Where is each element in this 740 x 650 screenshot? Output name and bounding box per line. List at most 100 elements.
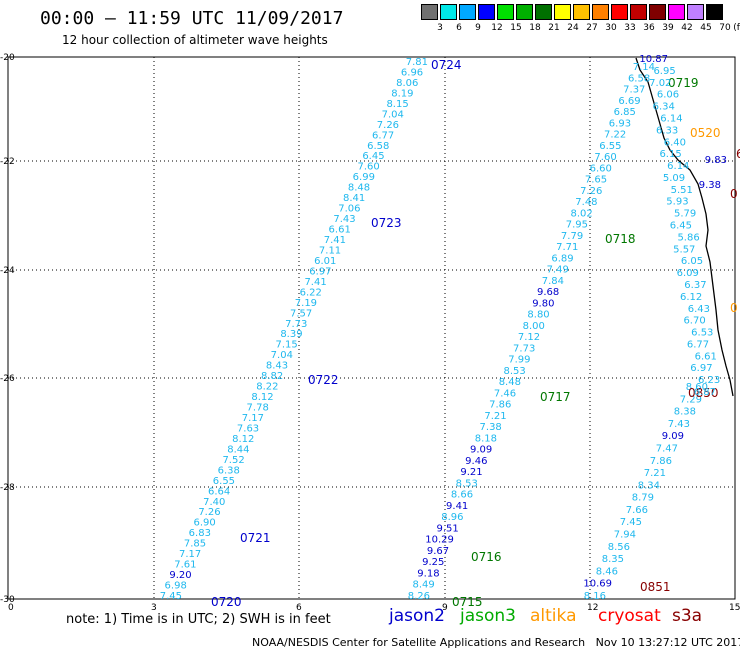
swh-value: 6.55	[213, 476, 235, 487]
swh-value: 8.15	[386, 99, 408, 110]
colorbar-label: 18	[529, 23, 541, 33]
colorbar-bin-42	[668, 4, 685, 20]
colorbar-label: 12	[491, 23, 503, 33]
swh-value: 7.37	[623, 85, 645, 96]
swh-value: 9.20	[169, 570, 191, 581]
swh-value: 6.93	[609, 118, 631, 129]
swh-value: 7.04	[271, 350, 293, 361]
colorbar-label: 45	[700, 23, 712, 33]
swh-value: 7.22	[604, 130, 626, 141]
swh-value: 7.47	[656, 443, 678, 454]
swh-value: 6.14	[667, 161, 689, 172]
swh-value: 8.46	[596, 566, 618, 577]
swh-value: 7.21	[484, 411, 506, 422]
swh-value: 9.09	[662, 431, 684, 442]
pass-time-label: 0718	[605, 232, 636, 246]
pass-time-label: 0520	[690, 126, 721, 140]
swh-value: 7.17	[179, 549, 201, 560]
y-tick-label: -28	[0, 483, 15, 493]
swh-value: 8.18	[475, 433, 497, 444]
swh-value: 6.15	[659, 149, 681, 160]
pass-time-label: 6	[736, 147, 740, 161]
swh-value: 6.23	[698, 375, 720, 386]
swh-value: 8.96	[441, 512, 463, 523]
swh-value: 6.45	[670, 221, 692, 232]
colorbar-label: 39	[662, 23, 674, 33]
pass-time-label: 0	[730, 187, 738, 201]
colorbar-bin-18	[516, 4, 533, 20]
swh-value: 7.81	[406, 57, 428, 68]
swh-value: 5.86	[677, 232, 699, 243]
coastline	[635, 57, 734, 397]
pass-time-label: 0723	[371, 216, 402, 230]
swh-value: 9.68	[537, 287, 559, 298]
swh-value: 7.78	[247, 403, 269, 414]
swh-value: 8.48	[499, 377, 521, 388]
colorbar-bin-30	[592, 4, 609, 20]
swh-value: 7.57	[290, 308, 312, 319]
swh-value: 10.29	[425, 535, 454, 546]
swh-value: 7.60	[594, 152, 616, 163]
swh-value: 6.98	[165, 581, 187, 592]
colorbar-bin-6	[440, 4, 457, 20]
swh-value: 8.00	[523, 321, 545, 332]
swh-value: 7.02	[649, 78, 671, 89]
x-tick-label: 9	[442, 603, 448, 610]
colorbar-label: 70	[719, 23, 731, 33]
swh-value: 9.09	[470, 445, 492, 456]
swh-value: 8.49	[413, 580, 435, 591]
credit-org: NOAA/NESDIS Center for Satellite Applica…	[252, 636, 586, 649]
swh-value: 7.94	[614, 530, 636, 541]
legend-s3a: s3a	[672, 606, 703, 626]
swh-value: 6.90	[193, 518, 215, 529]
colorbar-label: 30	[605, 23, 617, 33]
swh-value: 7.48	[575, 197, 597, 208]
colorbar-bin-45	[687, 4, 704, 20]
swh-value: 7.26	[198, 507, 220, 518]
swh-value: 8.16	[584, 591, 606, 602]
colorbar-label: 9	[475, 23, 481, 33]
swh-value: 5.51	[671, 185, 693, 196]
swh-value: 6.43	[688, 304, 710, 315]
swh-value: 7.11	[319, 245, 341, 256]
colorbar-label: 21	[548, 23, 560, 33]
swh-value: 9.80	[532, 298, 554, 309]
swh-value: 8.53	[503, 366, 525, 377]
legend-jason3: jason3	[460, 606, 516, 626]
swh-value: 7.26	[580, 186, 602, 197]
swh-value: 6.06	[657, 90, 679, 101]
swh-value: 6.40	[664, 137, 686, 148]
pass-time-label: 0719	[668, 76, 699, 90]
x-tick-label: 3	[151, 603, 157, 610]
swh-value: 7.19	[295, 298, 317, 309]
swh-value: 6.61	[329, 225, 351, 236]
colorbar-bin-36	[630, 4, 647, 20]
map-title: 00:00 – 11:59 UTC 11/09/2017	[40, 8, 344, 29]
swh-value: 6.05	[681, 256, 703, 267]
swh-value: 8.53	[456, 478, 478, 489]
swh-value: 7.41	[324, 235, 346, 246]
pass-time-label: 0720	[211, 595, 242, 609]
y-tick-label: -26	[0, 374, 15, 384]
swh-value: 6.55	[599, 141, 621, 152]
pass-time-label: 0850	[688, 386, 719, 400]
pass-time-label: 0724	[431, 58, 462, 72]
pass-time-label: 0	[730, 301, 738, 315]
swh-value: 8.60	[686, 382, 708, 393]
pass-time-label: 0851	[640, 580, 671, 594]
map-subtitle: 12 hour collection of altimeter wave hei…	[62, 33, 328, 47]
swh-value: 7.40	[203, 497, 225, 508]
swh-value: 8.34	[638, 480, 660, 491]
swh-value: 8.80	[527, 310, 549, 321]
colorbar-bin-33	[611, 4, 628, 20]
swh-value: 5.93	[666, 197, 688, 208]
pass-time-label: 0716	[471, 550, 502, 564]
swh-value: 9.25	[422, 557, 444, 568]
colorbar-unit: (ft)	[733, 23, 740, 33]
swh-value: 9.67	[427, 546, 449, 557]
y-tick-label: -30	[0, 595, 15, 605]
swh-value: 9.83	[705, 155, 727, 166]
swh-value: 8.48	[348, 183, 370, 194]
swh-value: 10.69	[583, 579, 612, 590]
swh-value: 8.39	[280, 329, 302, 340]
